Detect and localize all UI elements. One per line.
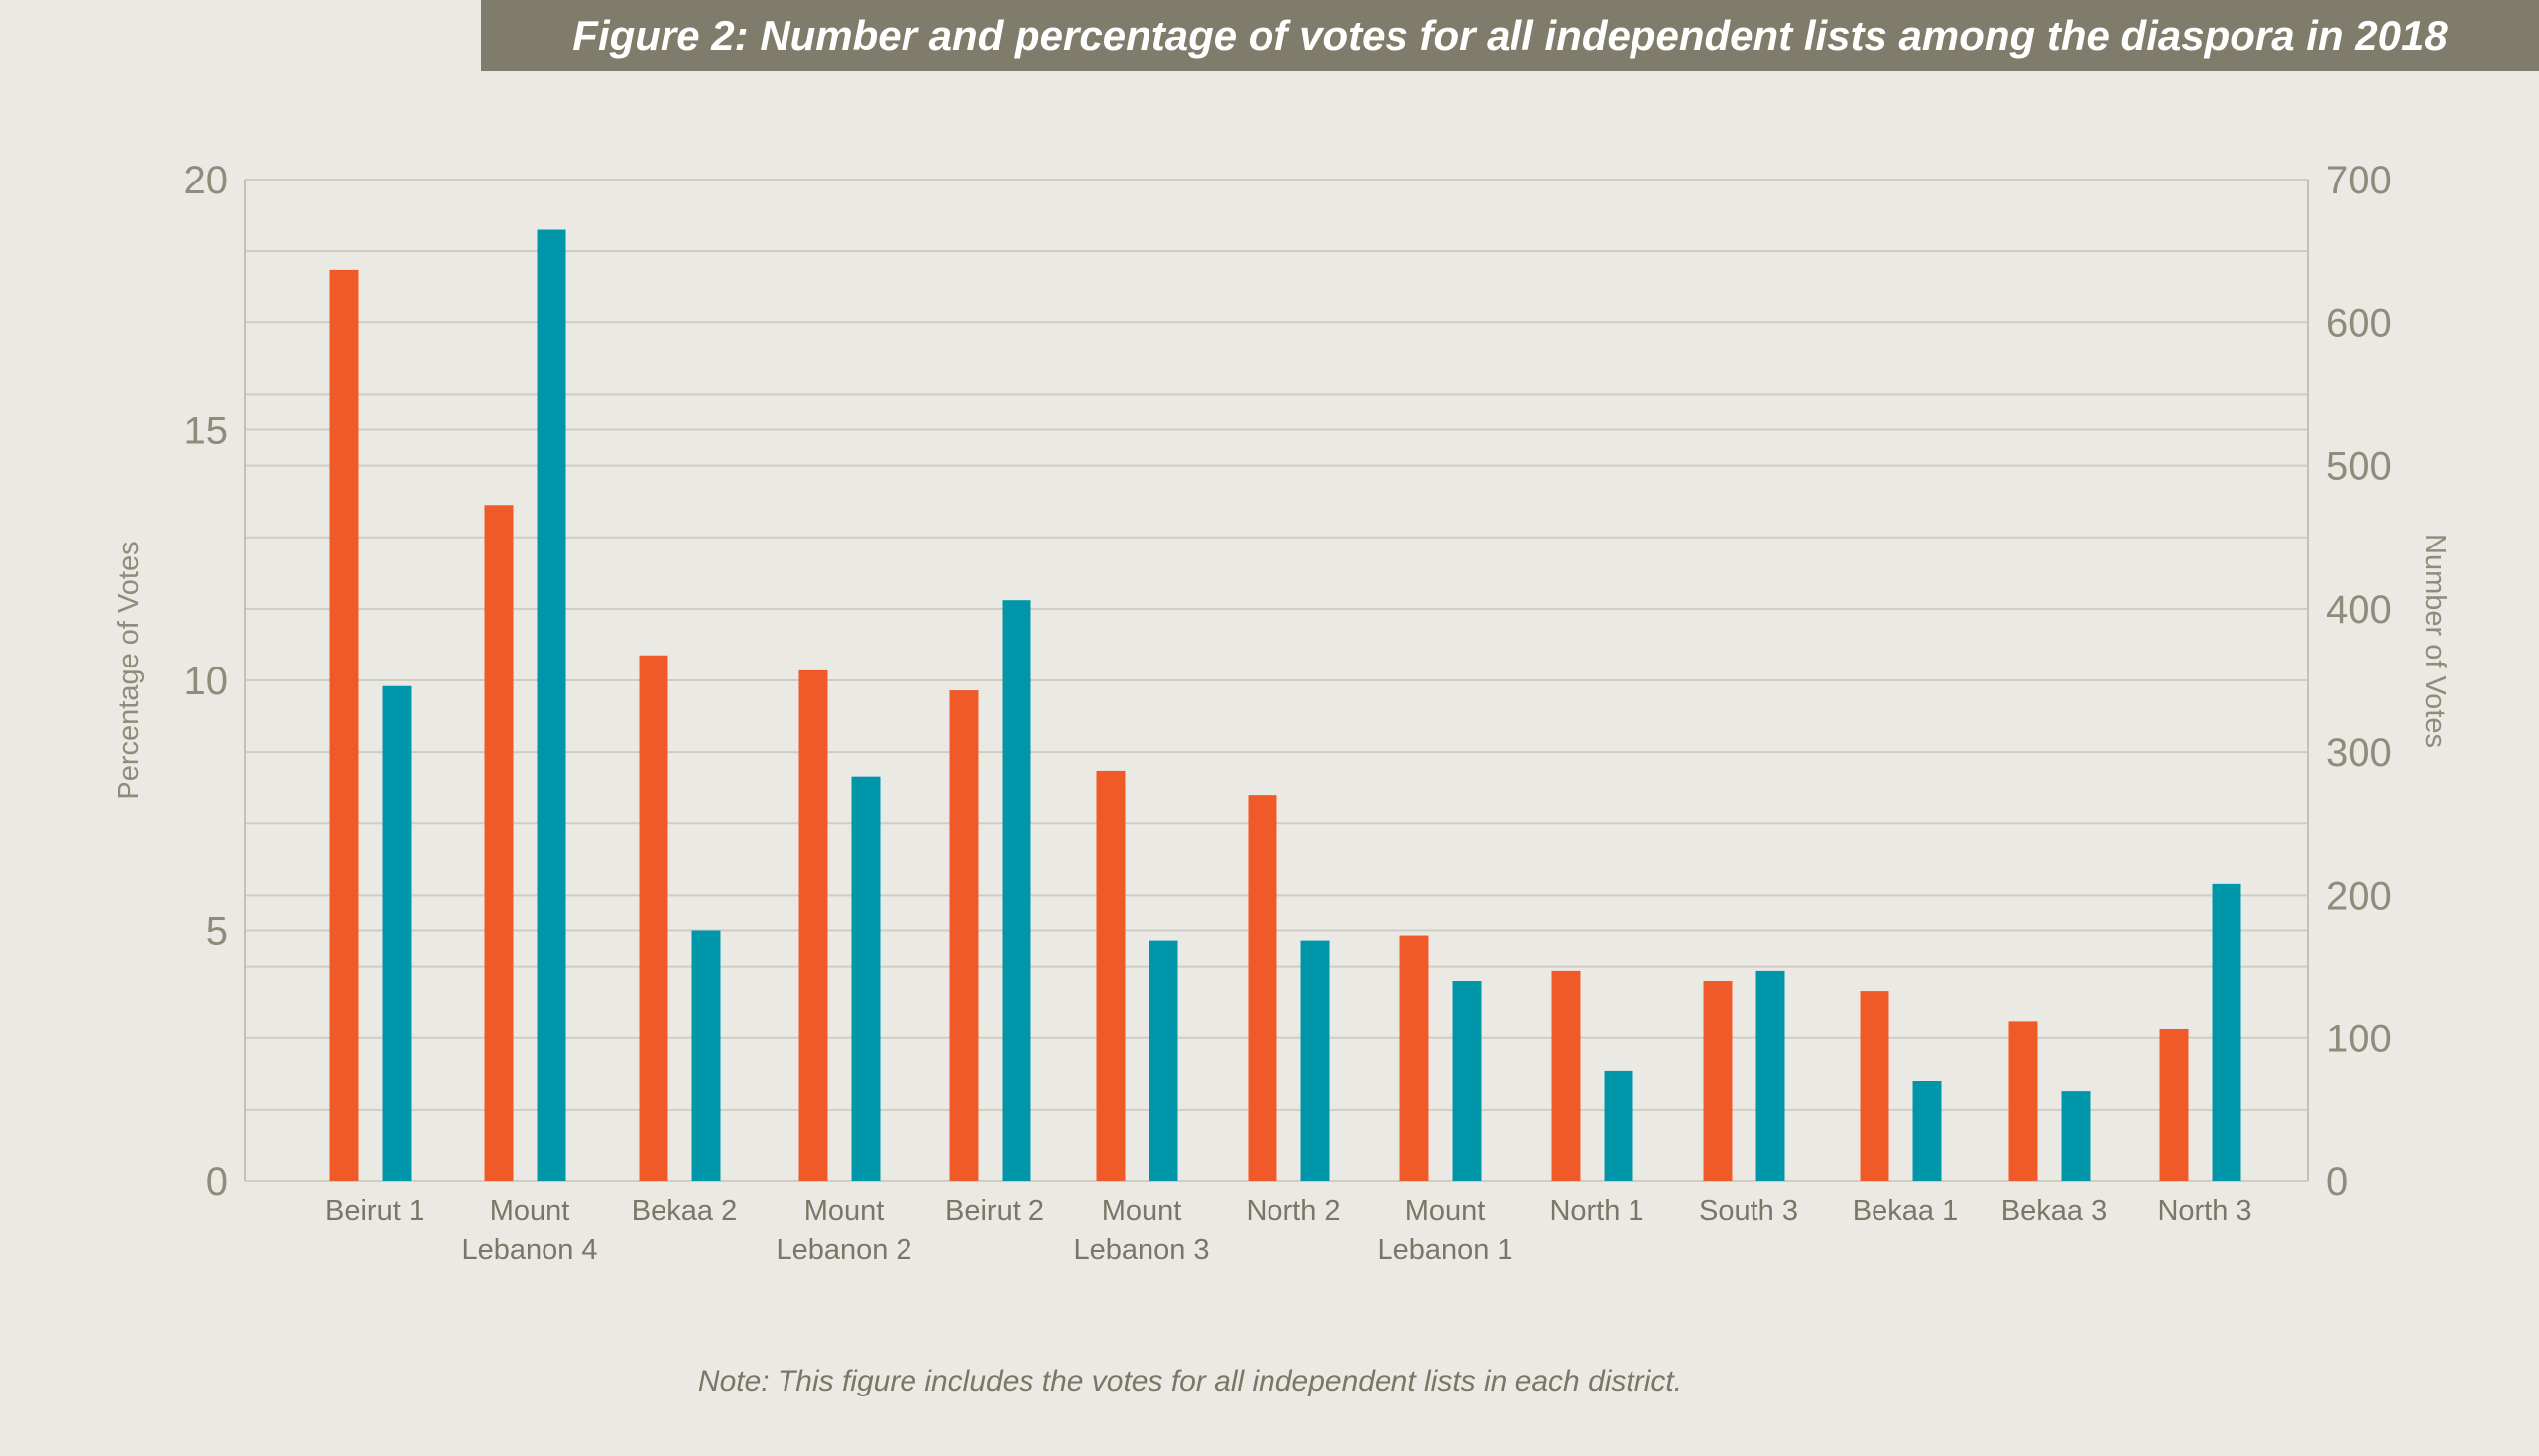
- x-category-label: Bekaa 2: [632, 1195, 737, 1227]
- x-category-label: Mount: [490, 1195, 570, 1227]
- x-category-label: Lebanon 1: [1377, 1234, 1512, 1266]
- bar-percentage: [639, 655, 668, 1181]
- x-category-label: Lebanon 4: [461, 1234, 597, 1266]
- y-tick-label-right: 400: [2326, 588, 2392, 632]
- x-category-label: North 2: [1246, 1195, 1340, 1227]
- bar-votes: [2061, 1091, 2091, 1181]
- x-category-label: South 3: [1699, 1195, 1798, 1227]
- x-category-label: North 1: [1549, 1195, 1643, 1227]
- bar-percentage: [1096, 770, 1126, 1181]
- bars: [329, 229, 2241, 1181]
- y-axis-title-left: Percentage of Votes: [113, 541, 145, 799]
- x-category-label: Lebanon 2: [776, 1234, 911, 1266]
- y-tick-label-right: 200: [2326, 874, 2392, 917]
- bar-votes: [2212, 883, 2241, 1181]
- bar-percentage: [484, 505, 514, 1181]
- bar-percentage: [1551, 970, 1581, 1181]
- bar-votes: [1149, 940, 1178, 1181]
- bar-votes: [1452, 981, 1482, 1181]
- x-category-label: Lebanon 3: [1073, 1234, 1209, 1266]
- bar-percentage: [2159, 1028, 2189, 1181]
- y-axis-title-right: Number of Votes: [2419, 534, 2451, 748]
- x-category-label: Mount: [804, 1195, 885, 1227]
- bar-percentage: [1703, 981, 1733, 1181]
- bar-percentage: [2008, 1021, 2038, 1181]
- bar-votes: [1604, 1070, 1633, 1181]
- bar-votes: [691, 930, 721, 1181]
- x-category-label: Mount: [1102, 1195, 1182, 1227]
- y-tick-label-right: 600: [2326, 302, 2392, 345]
- bar-percentage: [329, 269, 359, 1181]
- bar-votes: [382, 685, 412, 1181]
- x-category-label: Bekaa 1: [1853, 1195, 1958, 1227]
- bar-votes: [1300, 940, 1330, 1181]
- bar-percentage: [1248, 795, 1277, 1181]
- y-tick-label-right: 300: [2326, 731, 2392, 775]
- y-tick-label-right: 100: [2326, 1018, 2392, 1061]
- bar-votes: [1755, 970, 1785, 1181]
- bar-votes: [537, 229, 566, 1181]
- bar-votes: [1912, 1081, 1942, 1181]
- bar-votes: [851, 776, 881, 1181]
- x-category-label: Beirut 1: [325, 1195, 424, 1227]
- y-tick-label-left: 10: [184, 660, 229, 703]
- y-tick-label-right: 0: [2326, 1160, 2348, 1204]
- axis-labels: 051015200100200300400500600700Percentage…: [113, 159, 2451, 1266]
- bar-percentage: [798, 669, 828, 1181]
- title-banner: Figure 2: Number and percentage of votes…: [481, 0, 2539, 71]
- y-tick-label-left: 15: [184, 410, 229, 453]
- x-category-label: Bekaa 3: [2001, 1195, 2107, 1227]
- bar-percentage: [949, 690, 979, 1181]
- chart-note: Note: This figure includes the votes for…: [697, 1365, 1683, 1397]
- y-tick-label-left: 20: [184, 159, 229, 202]
- y-tick-label-left: 0: [206, 1160, 228, 1204]
- axes: [244, 180, 2309, 1181]
- y-tick-label-right: 700: [2326, 159, 2392, 202]
- bar-percentage: [1860, 991, 1889, 1181]
- bar-percentage: [1399, 935, 1429, 1181]
- y-tick-label-left: 5: [206, 910, 228, 954]
- x-category-label: North 3: [2157, 1195, 2251, 1227]
- x-category-label: Beirut 2: [945, 1195, 1044, 1227]
- chart-title: Figure 2: Number and percentage of votes…: [572, 12, 2448, 59]
- y-tick-label-right: 500: [2326, 445, 2392, 489]
- x-category-label: Mount: [1405, 1195, 1486, 1227]
- bar-votes: [1002, 600, 1031, 1181]
